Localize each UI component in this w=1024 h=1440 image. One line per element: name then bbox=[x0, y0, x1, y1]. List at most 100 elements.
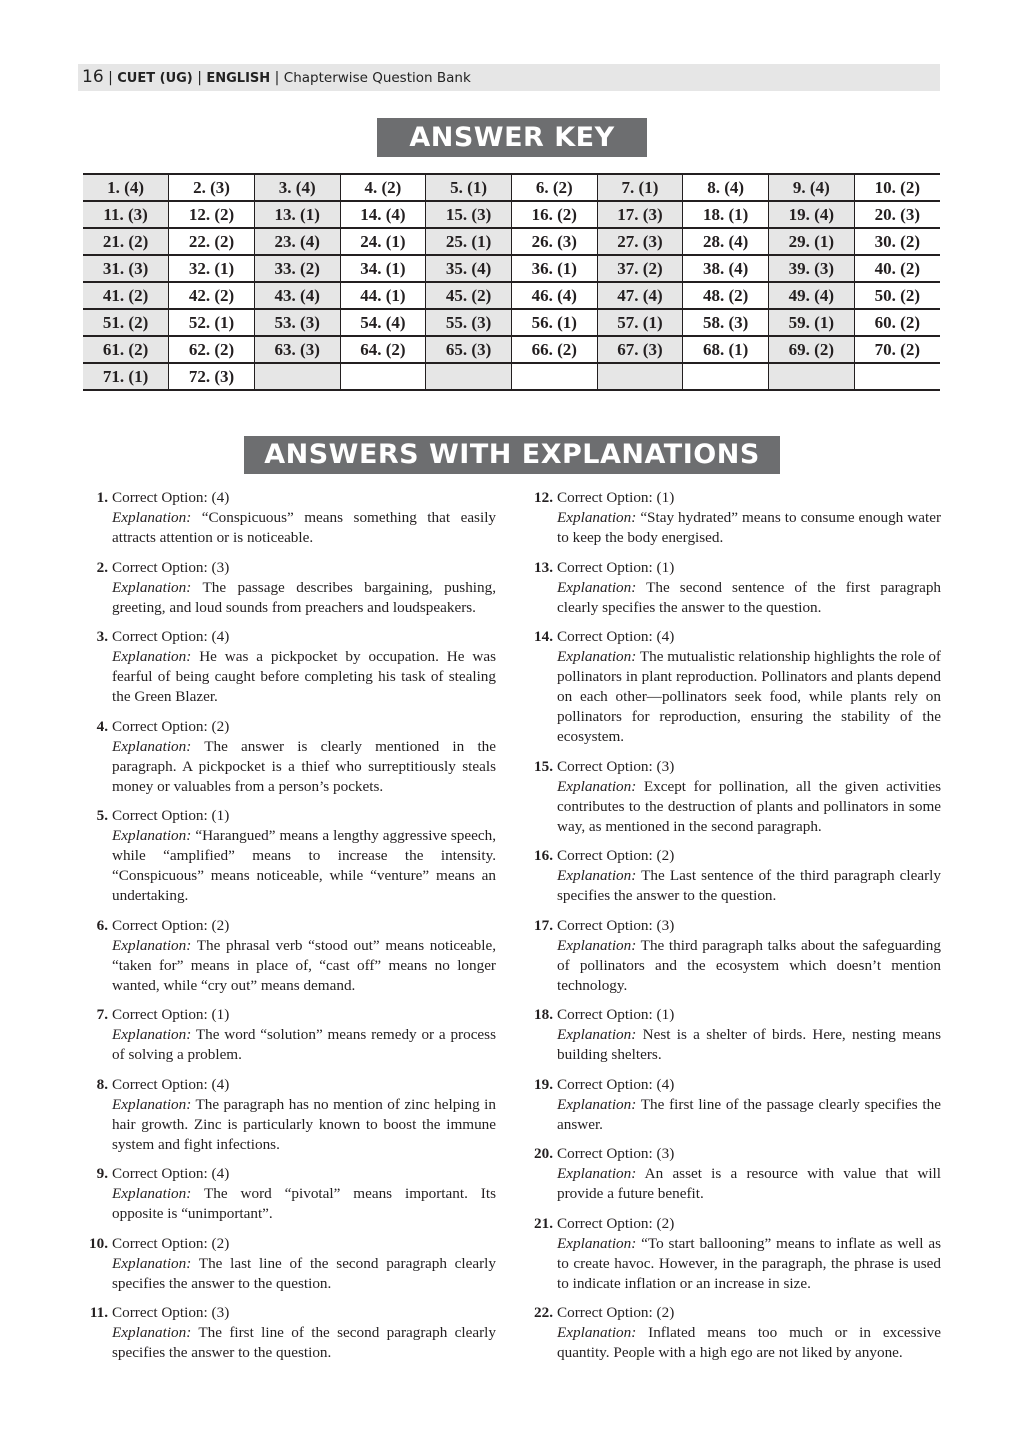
explanation-text: Explanation: The last line of the second… bbox=[112, 1254, 496, 1292]
explanation-label: Explanation: bbox=[112, 1254, 192, 1272]
correct-option: Correct Option: (3) bbox=[557, 1145, 675, 1162]
answer-key-cell: 18. (1) bbox=[682, 200, 769, 229]
book-name: CUET (UG) bbox=[117, 71, 193, 86]
correct-option: Correct Option: (1) bbox=[557, 1006, 675, 1023]
explanation-text: Explanation: “Stay hydrated” means to co… bbox=[557, 509, 942, 546]
answer-key-cell: 38. (4) bbox=[682, 254, 769, 283]
explanation-item: 6. Correct Option: (2) Explanation: The ph… bbox=[83, 916, 496, 996]
answer-key-cell: 49. (4) bbox=[768, 281, 855, 310]
answer-key-cell: 19. (4) bbox=[768, 200, 855, 229]
explanation-text: Explanation: The word “solution” means r… bbox=[112, 1026, 496, 1063]
explanation-text: Explanation: The first line of the passa… bbox=[557, 1095, 941, 1133]
question-number: 19. bbox=[534, 1075, 553, 1093]
explanation-label: Explanation: bbox=[557, 1026, 637, 1043]
answer-key-cell: 20. (3) bbox=[853, 200, 940, 229]
answer-key-cell bbox=[596, 362, 683, 391]
explanation-text: Explanation: Inflated means too much or … bbox=[557, 1324, 942, 1361]
explanation-label: Explanation: bbox=[112, 1095, 192, 1113]
explanation-item: 20. Correct Option: (3) Explanation: An as… bbox=[528, 1144, 941, 1204]
answer-key-cell: 40. (2) bbox=[853, 254, 940, 283]
explanation-item: 5. Correct Option: (1) Explanation: “Haran… bbox=[83, 806, 496, 906]
correct-option: Correct Option: (4) bbox=[557, 1075, 675, 1093]
correct-option: Correct Option: (1) bbox=[112, 1006, 230, 1023]
answer-key-cell: 22. (2) bbox=[168, 227, 255, 256]
explanation-item: 16. Correct Option: (2) Explanation: The L… bbox=[528, 846, 941, 906]
answer-key-cell: 51. (2) bbox=[83, 308, 169, 337]
correct-option: Correct Option: (3) bbox=[557, 916, 675, 934]
correct-option: Correct Option: (2) bbox=[557, 847, 675, 864]
explanation-label: Explanation: bbox=[557, 648, 637, 665]
explanation-text: Explanation: The third paragraph talks a… bbox=[557, 936, 941, 994]
answer-key-row: 51. (2) 52. (1) 53. (3) 54. (4) 55. (3) 56. (… bbox=[83, 308, 940, 337]
answer-key-cell: 25. (1) bbox=[425, 227, 512, 256]
explanation-text: Explanation: “To start ballooning” means… bbox=[557, 1234, 941, 1292]
correct-option: Correct Option: (2) bbox=[557, 1214, 675, 1232]
answer-key-cell: 41. (2) bbox=[83, 281, 169, 310]
answer-key-cell: 23. (4) bbox=[253, 227, 341, 256]
answer-key-cell bbox=[853, 362, 940, 391]
explanation-text: Explanation: “Conspicuous” means somethi… bbox=[112, 509, 497, 546]
explanation-label: Explanation: bbox=[112, 578, 192, 596]
answer-key-cell: 15. (3) bbox=[425, 200, 512, 229]
correct-option: Correct Option: (4) bbox=[112, 1165, 230, 1182]
explanation-item: 18. Correct Option: (1) Explanation: Nest … bbox=[528, 1005, 941, 1065]
correct-option: Correct Option: (3) bbox=[557, 757, 675, 775]
answer-key-cell: 24. (1) bbox=[339, 227, 426, 256]
explanation-label: Explanation: bbox=[112, 1185, 192, 1202]
explanation-text: Explanation: Except for pollination, all… bbox=[557, 777, 942, 835]
answer-key-cell: 65. (3) bbox=[425, 335, 512, 364]
explanation-label: Explanation: bbox=[557, 578, 637, 596]
answer-key-cell: 54. (4) bbox=[339, 308, 426, 337]
answer-key-cell: 52. (1) bbox=[168, 308, 255, 337]
explanation-item: 19. Correct Option: (4) Explanation: The f… bbox=[528, 1075, 941, 1135]
answer-key-cell: 60. (2) bbox=[853, 308, 940, 337]
subject-name: ENGLISH bbox=[206, 71, 271, 86]
answer-key-row: 11. (3) 12. (2) 13. (1) 14. (4) 15. (3) 16. (… bbox=[83, 200, 940, 229]
answer-key-cell: 29. (1) bbox=[768, 227, 855, 256]
explanation-label: Explanation: bbox=[112, 1324, 192, 1341]
question-number: 3. bbox=[96, 628, 108, 645]
question-number: 21. bbox=[534, 1214, 553, 1232]
question-number: 20. bbox=[534, 1145, 553, 1162]
answer-key-table: 1. (4) 2. (3) 3. (4) 4. (2) 5. (1) 6. (2) 7. (… bbox=[83, 173, 940, 391]
explanation-item: 2. Correct Option: (3) Explanation: The pa… bbox=[83, 558, 496, 618]
answer-key-cell: 2. (3) bbox=[168, 173, 255, 202]
explanation-item: 15. Correct Option: (3) Explanation: Excep… bbox=[528, 757, 941, 837]
answer-key-cell: 62. (2) bbox=[168, 335, 255, 364]
answer-key-cell: 33. (2) bbox=[253, 254, 341, 283]
answer-key-cell: 17. (3) bbox=[596, 200, 683, 229]
correct-option: Correct Option: (2) bbox=[112, 717, 230, 735]
answer-key-cell bbox=[768, 362, 855, 391]
answer-key-cell: 50. (2) bbox=[853, 281, 940, 310]
answer-key-cell: 64. (2) bbox=[339, 335, 426, 364]
explanation-label: Explanation: bbox=[112, 936, 192, 954]
answer-key-cell: 14. (4) bbox=[339, 200, 426, 229]
answer-key-cell: 53. (3) bbox=[253, 308, 341, 337]
explanation-item: 8. Correct Option: (4) Explanation: The pa… bbox=[83, 1075, 496, 1155]
answer-key-cell: 36. (1) bbox=[510, 254, 598, 283]
page-number: 16 bbox=[82, 67, 104, 87]
answer-key-cell: 11. (3) bbox=[83, 200, 169, 229]
question-number: 5. bbox=[96, 807, 108, 824]
answer-key-cell bbox=[682, 362, 769, 391]
answer-key-cell: 6. (2) bbox=[510, 173, 598, 202]
explanation-label: Explanation: bbox=[557, 509, 637, 526]
answer-key-cell bbox=[253, 362, 341, 391]
correct-option: Correct Option: (4) bbox=[557, 628, 675, 645]
answer-key-cell: 70. (2) bbox=[853, 335, 940, 364]
explanation-text: Explanation: The paragraph has no mentio… bbox=[112, 1095, 496, 1153]
explanation-label: Explanation: bbox=[557, 1165, 637, 1182]
explanation-label: Explanation: bbox=[112, 1026, 192, 1043]
explanation-item: 9. Correct Option: (4) Explanation: The wo… bbox=[83, 1164, 496, 1224]
answer-key-cell: 58. (3) bbox=[682, 308, 769, 337]
answer-key-cell: 61. (2) bbox=[83, 335, 169, 364]
answer-key-cell: 4. (2) bbox=[339, 173, 426, 202]
explanation-label: Explanation: bbox=[112, 509, 192, 526]
explanation-label: Explanation: bbox=[557, 1234, 637, 1252]
explanations-heading: ANSWERS WITH EXPLANATIONS bbox=[244, 436, 780, 474]
explanation-text: Explanation: “Harangued” means a lengthy… bbox=[112, 827, 496, 904]
answer-key-cell: 26. (3) bbox=[510, 227, 598, 256]
answer-key-cell: 21. (2) bbox=[83, 227, 169, 256]
answer-key-cell: 56. (1) bbox=[510, 308, 598, 337]
